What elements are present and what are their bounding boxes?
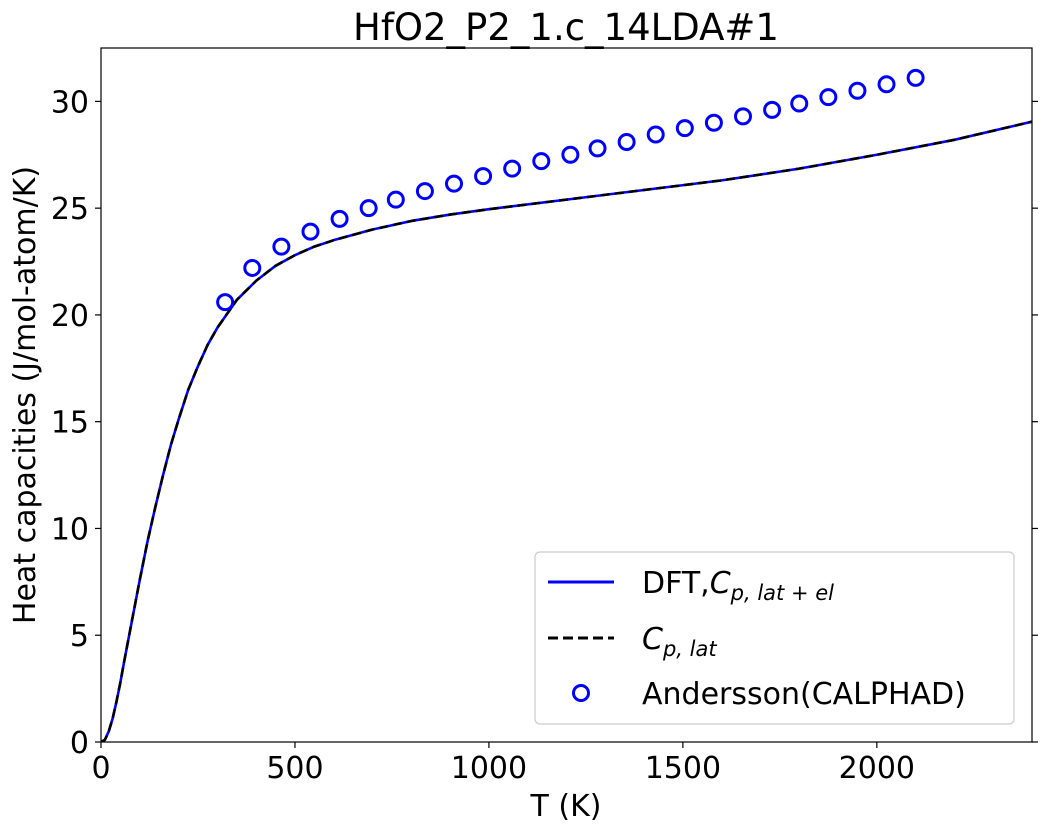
legend: DFT,Cp, lat + el Cp, lat Andersson(CALPH… bbox=[534, 551, 1015, 725]
legend-lat-math: C bbox=[642, 622, 663, 657]
legend-label-dft: DFT,Cp, lat + el bbox=[642, 566, 834, 605]
andersson-point bbox=[216, 293, 235, 312]
andersson-point bbox=[848, 81, 867, 100]
x-tick-label: 500 bbox=[266, 751, 323, 786]
series-line-lat bbox=[101, 120, 1032, 742]
andersson-point bbox=[445, 174, 464, 193]
y-tick-label: 30 bbox=[51, 85, 89, 120]
chart-title: HfO2_P2_1.c_14LDA#1 bbox=[353, 6, 779, 49]
y-tick-label: 10 bbox=[51, 512, 89, 547]
andersson-point bbox=[415, 182, 434, 201]
andersson-point bbox=[877, 75, 896, 94]
legend-box bbox=[534, 551, 1015, 725]
y-tick-label: 20 bbox=[51, 299, 89, 334]
legend-label-andersson: Andersson(CALPHAD) bbox=[642, 677, 966, 712]
andersson-point bbox=[763, 100, 782, 119]
legend-swatch-andersson bbox=[572, 684, 590, 702]
legend-dft-name: DFT, bbox=[642, 566, 710, 601]
y-tick-label: 15 bbox=[51, 406, 89, 441]
andersson-point bbox=[532, 152, 551, 171]
andersson-point bbox=[646, 125, 665, 144]
andersson-point bbox=[503, 159, 522, 178]
y-tick-label: 0 bbox=[70, 726, 89, 761]
x-tick-label: 0 bbox=[91, 751, 110, 786]
andersson-point bbox=[359, 199, 378, 218]
x-tick-label: 1000 bbox=[451, 751, 527, 786]
andersson-point bbox=[790, 94, 809, 113]
andersson-point bbox=[243, 258, 262, 277]
ticks-layer: 0 500 1000 1500 2000 0 5 10 15 20 25 30 bbox=[51, 85, 1038, 786]
legend-label-lat: Cp, lat bbox=[642, 622, 717, 661]
x-tick-label: 1500 bbox=[645, 751, 721, 786]
series-layer bbox=[101, 68, 1032, 742]
andersson-point bbox=[386, 190, 405, 209]
y-tick-label: 25 bbox=[51, 192, 89, 227]
andersson-point bbox=[272, 237, 291, 256]
plot-frame bbox=[100, 47, 1033, 743]
legend-lat-subscript: p, lat bbox=[662, 637, 717, 661]
andersson-point bbox=[819, 88, 838, 107]
x-axis-label: T (K) bbox=[530, 789, 602, 824]
andersson-point bbox=[704, 113, 723, 132]
andersson-point bbox=[588, 139, 607, 158]
y-axis-label: Heat capacities (J/mol-atom/K) bbox=[8, 166, 43, 624]
andersson-point bbox=[561, 145, 580, 164]
andersson-point bbox=[617, 132, 636, 151]
andersson-point bbox=[301, 222, 320, 241]
andersson-point bbox=[330, 209, 349, 228]
y-tick-label: 5 bbox=[70, 619, 89, 654]
andersson-point bbox=[675, 119, 694, 138]
legend-dft-subscript: p, lat + el bbox=[730, 581, 834, 605]
andersson-point bbox=[734, 107, 753, 126]
andersson-point bbox=[474, 167, 493, 186]
andersson-point bbox=[906, 68, 925, 87]
legend-dft-math: C bbox=[710, 566, 731, 601]
x-tick-label: 2000 bbox=[839, 751, 915, 786]
